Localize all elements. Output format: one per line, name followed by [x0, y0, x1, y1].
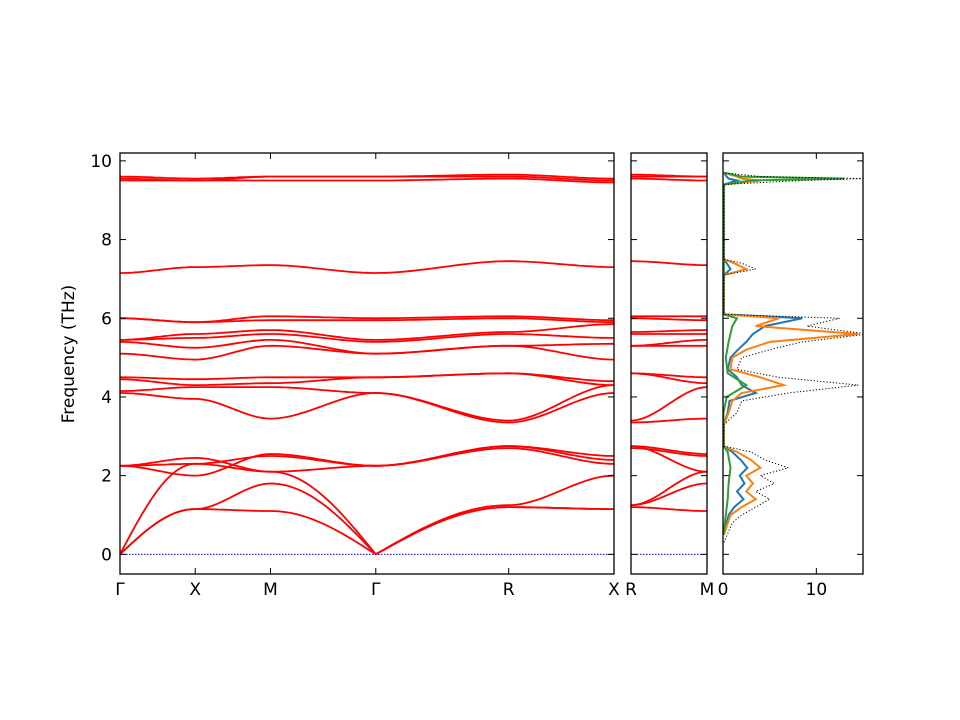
main-band-9: [120, 372, 614, 383]
main-ytick-label-3: 6: [101, 309, 112, 329]
main-band-12: [120, 333, 614, 343]
main-band-5: [120, 447, 614, 467]
dos-panel: 0 10: [718, 152, 864, 600]
dos-series-2: [723, 171, 845, 535]
rm-band-6: [631, 417, 707, 424]
rm-band-7: [630, 386, 708, 422]
main-ytick-label-1: 2: [101, 467, 112, 487]
dos-series-0: [723, 172, 803, 535]
rm-band-lines: [630, 173, 708, 555]
dos-lines: [723, 171, 863, 543]
rm-band-1: [630, 482, 708, 506]
dos-axes-frame: [722, 152, 864, 575]
main-xtick-label-1: X: [189, 580, 201, 600]
rm-band-19: [630, 173, 707, 178]
dos-series-1: [723, 171, 859, 536]
main-band-lines: [119, 173, 615, 556]
main-axis-ticks: Γ X M Γ R X 0 2 4 6 8 10: [90, 152, 620, 600]
band-structure-main-panel: Γ X M Γ R X 0 2 4 6 8 10: [90, 152, 620, 600]
y-axis-label: Frequency (THz): [59, 285, 79, 424]
main-band-2: [119, 462, 615, 556]
dos-axis-ticks: 0 10: [718, 153, 863, 600]
main-band-3: [120, 445, 615, 473]
rm-band-11: [631, 338, 707, 347]
rm-band-2: [630, 470, 708, 506]
dos-xtick-label-1: 10: [806, 580, 828, 600]
main-band-1: [119, 482, 614, 556]
main-xtick-label-2: M: [263, 580, 278, 600]
main-ytick-label-0: 0: [101, 545, 112, 565]
main-ytick-label-4: 8: [101, 231, 112, 251]
main-ytick-label-2: 4: [101, 388, 112, 408]
rm-band-14: [631, 317, 707, 322]
dos-xtick-label-0: 0: [718, 580, 729, 600]
rm-band-0: [631, 506, 707, 512]
main-band-0: [119, 506, 614, 556]
rm-band-16: [631, 260, 707, 267]
main-band-6: [120, 392, 615, 424]
rm-band-9: [630, 372, 707, 379]
main-axes-frame: [119, 152, 615, 575]
main-band-4: [120, 445, 615, 477]
main-band-10: [120, 344, 615, 361]
rm-band-17: [631, 177, 707, 182]
main-ytick-label-5: 10: [90, 152, 112, 172]
rm-band-4: [630, 445, 707, 455]
main-band-16: [120, 260, 614, 274]
rm-axes-frame: [630, 152, 708, 575]
main-xtick-label-5: X: [608, 580, 620, 600]
rm-xtick-label-1: M: [700, 580, 715, 600]
main-xtick-label-3: Γ: [371, 580, 381, 600]
main-xtick-label-0: Γ: [115, 580, 125, 600]
rm-band-13: [631, 329, 707, 333]
rm-xtick-label-0: R: [625, 580, 637, 600]
main-band-11: [120, 338, 614, 355]
main-xtick-label-4: R: [503, 580, 515, 600]
main-band-13: [120, 323, 614, 341]
rm-band-5: [631, 447, 708, 457]
main-band-19: [120, 173, 614, 180]
dos-series-3: [723, 172, 863, 543]
main-band-7: [120, 384, 615, 422]
main-band-15: [120, 315, 614, 324]
